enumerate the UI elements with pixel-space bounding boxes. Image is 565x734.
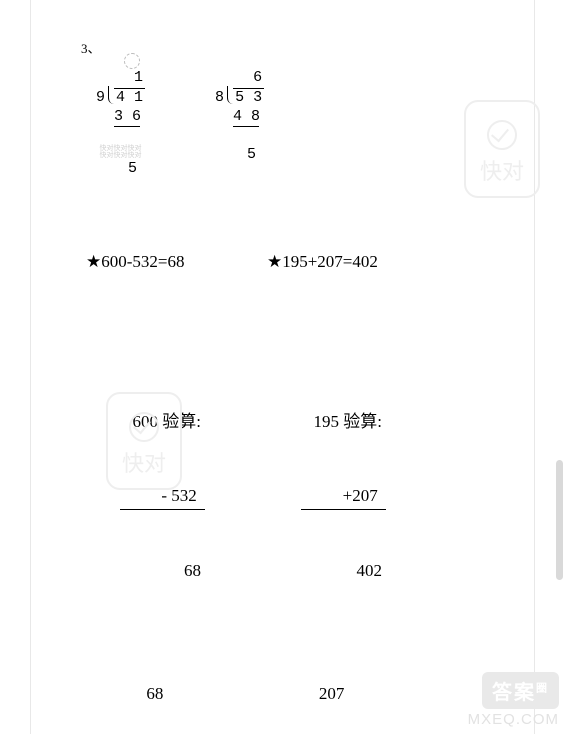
c2a-res: 402 — [356, 561, 382, 580]
ld1-remainder: 5 — [96, 160, 145, 179]
scrollbar-thumb[interactable] — [556, 460, 563, 580]
ld2-remainder: 5 — [215, 146, 264, 165]
long-division-2: 6 8 5 3 4 8 5 — [215, 69, 264, 179]
ld1-step1: 3 6 — [96, 108, 145, 127]
long-division-row: 1 9 4 1 3 6 快对快对快对 快对快对快对 5 6 8 5 3 4 8 … — [96, 69, 484, 179]
watermark-text-1: 快对 — [480, 154, 524, 186]
eq2: ★195+207=402 — [267, 252, 378, 271]
ld2-dividend: 5 3 — [233, 88, 264, 108]
logo-text: 答案 — [492, 682, 536, 704]
check-icon — [129, 412, 159, 442]
corner-logo: 答案圈 MXEQ.COM — [468, 672, 559, 728]
calc-right: ★195+207=402 195 验算: +207 402 207 + 195 … — [267, 197, 408, 734]
ld2-step1: 4 8 — [215, 108, 264, 127]
eq1: ★600-532=68 — [86, 252, 185, 271]
ld1-divisor: 9 — [96, 89, 105, 106]
question-3-label: 3、 — [81, 38, 484, 57]
ld1-dividend: 4 1 — [114, 88, 145, 108]
check-icon — [487, 120, 517, 150]
c2a-op: +207 — [343, 486, 378, 505]
logo-url: MXEQ.COM — [468, 711, 559, 728]
c2b-top: 207 — [319, 684, 345, 703]
c1b-top: 68 — [146, 684, 163, 703]
logo-sup: 圈 — [536, 682, 549, 694]
watermark-stamp-2: 快对 — [106, 392, 182, 490]
ld1-quotient: 1 — [134, 69, 143, 86]
watermark-text-2: 快对 — [122, 446, 166, 478]
watermark-stamp-1: 快对 — [464, 100, 540, 198]
c2a-label: 验算: — [343, 412, 382, 431]
long-division-1: 1 9 4 1 3 6 快对快对快对 快对快对快对 5 — [96, 69, 145, 179]
ld2-divisor: 8 — [215, 89, 224, 106]
ld1-watermark-2: 快对快对快对 — [96, 153, 145, 160]
c1a-res: 68 — [184, 561, 201, 580]
ld2-quotient: 6 — [253, 69, 262, 86]
c2a-top: 195 — [313, 412, 339, 431]
